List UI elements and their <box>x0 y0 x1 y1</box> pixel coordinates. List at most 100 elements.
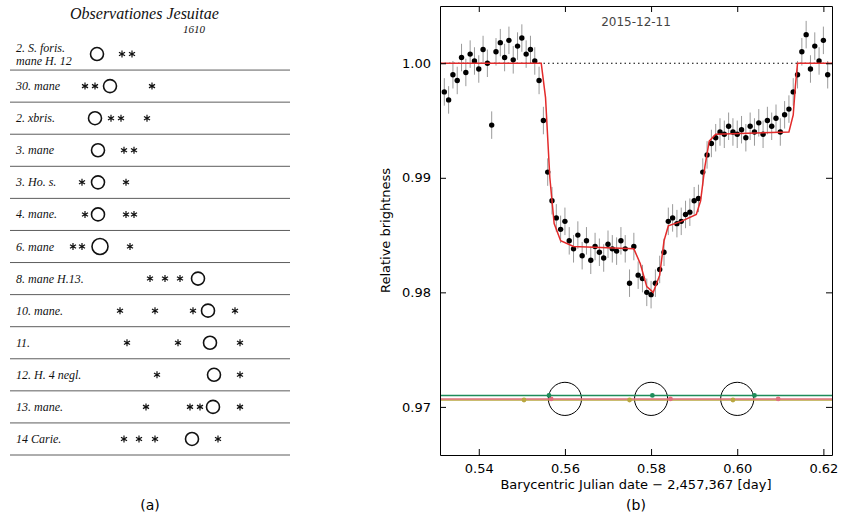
row-rule <box>10 455 290 456</box>
x-tick-label: 0.58 <box>637 461 666 476</box>
y-tick: 0.97 <box>402 400 446 415</box>
chart-title: 2015-12-11 <box>601 15 671 29</box>
data-point <box>446 97 451 102</box>
moon <box>118 115 124 122</box>
x-tick-mark <box>823 449 824 455</box>
row-rule <box>10 358 290 359</box>
data-point <box>769 124 774 129</box>
jupiter <box>192 272 205 285</box>
data-point <box>782 112 787 117</box>
data-point <box>480 47 485 52</box>
data-point <box>825 72 830 77</box>
row-rule <box>10 230 290 231</box>
moon <box>79 179 85 186</box>
row-label: 2. S. foris. <box>16 41 65 55</box>
moon <box>124 339 130 346</box>
data-point <box>821 38 826 43</box>
moon <box>136 435 142 442</box>
row-label: 14 Carie. <box>16 432 61 446</box>
x-top-tick-mark <box>651 6 652 12</box>
x-tick-mark <box>737 449 738 455</box>
data-point <box>584 238 589 243</box>
moon <box>123 179 129 186</box>
row-label: 2. xbris. <box>16 111 55 125</box>
x-top-tick <box>651 6 652 12</box>
y-axis-title: Relative brightness <box>378 168 393 293</box>
data-point <box>506 38 511 43</box>
jupiter <box>89 112 102 125</box>
row-rule <box>10 134 290 135</box>
x-top-axis-line <box>441 6 833 7</box>
data-point <box>459 55 464 60</box>
y-tick-label: 0.99 <box>402 170 431 185</box>
row-rule <box>10 294 290 295</box>
moon <box>144 115 150 122</box>
moon <box>190 307 196 314</box>
row-label: 8. mane H.13. <box>16 272 84 286</box>
data-point <box>731 398 736 403</box>
data-point <box>776 396 781 401</box>
moon <box>117 307 123 314</box>
data-point <box>558 227 563 232</box>
jupiter <box>208 368 221 381</box>
jupiter <box>202 304 215 317</box>
series-line <box>440 395 832 397</box>
data-point <box>467 51 472 56</box>
data-point <box>476 66 481 71</box>
x-axis: 0.540.560.580.600.62 <box>441 449 839 476</box>
moon <box>147 275 153 282</box>
moon <box>127 243 133 250</box>
y-right-tick-mark <box>826 292 832 293</box>
x-top-tick <box>823 6 824 12</box>
data-point <box>747 124 752 129</box>
moon <box>82 211 88 218</box>
series-line <box>440 63 832 292</box>
x-tick: 0.58 <box>637 449 666 476</box>
data-point <box>808 66 813 71</box>
y-tick: 0.98 <box>402 285 446 300</box>
series-line <box>440 398 832 400</box>
data-point <box>618 238 623 243</box>
data-point <box>528 47 533 52</box>
y-right-tick <box>826 63 832 64</box>
y-right-tick-mark <box>826 63 832 64</box>
x-tick: 0.54 <box>465 449 494 476</box>
data-point <box>650 393 655 398</box>
y-axis-line <box>440 7 441 456</box>
y-tick-label: 0.98 <box>402 285 431 300</box>
row-label: 11. <box>16 336 30 350</box>
data-point <box>588 258 593 263</box>
x-tick: 0.60 <box>723 449 752 476</box>
data-point <box>515 43 520 48</box>
moon <box>177 275 183 282</box>
x-tick-label: 0.54 <box>465 461 494 476</box>
row-label: mane H. 12 <box>16 54 72 68</box>
data-point <box>605 242 610 247</box>
row-label: 3. mane <box>15 143 55 157</box>
data-point <box>812 43 817 48</box>
data-point <box>614 248 619 253</box>
plot-data <box>440 21 832 416</box>
y-right-tick-mark <box>826 178 832 179</box>
data-point <box>502 55 507 60</box>
moon <box>131 147 137 154</box>
moon <box>162 275 168 282</box>
y-right-axis <box>826 7 833 456</box>
data-point <box>493 49 498 54</box>
data-point <box>756 120 761 125</box>
data-point <box>752 393 757 398</box>
data-point <box>765 118 770 123</box>
data-point <box>547 393 552 398</box>
data-point <box>666 219 671 224</box>
jupiter <box>92 208 105 221</box>
row-rule <box>10 262 290 263</box>
data-point <box>489 122 494 127</box>
y-tick-mark <box>440 292 446 293</box>
y-right-tick-mark <box>826 407 832 408</box>
moon <box>152 435 158 442</box>
y-right-tick <box>826 407 832 408</box>
data-point <box>635 272 640 277</box>
moon <box>121 435 127 442</box>
moon <box>232 307 238 314</box>
moon <box>82 83 88 90</box>
